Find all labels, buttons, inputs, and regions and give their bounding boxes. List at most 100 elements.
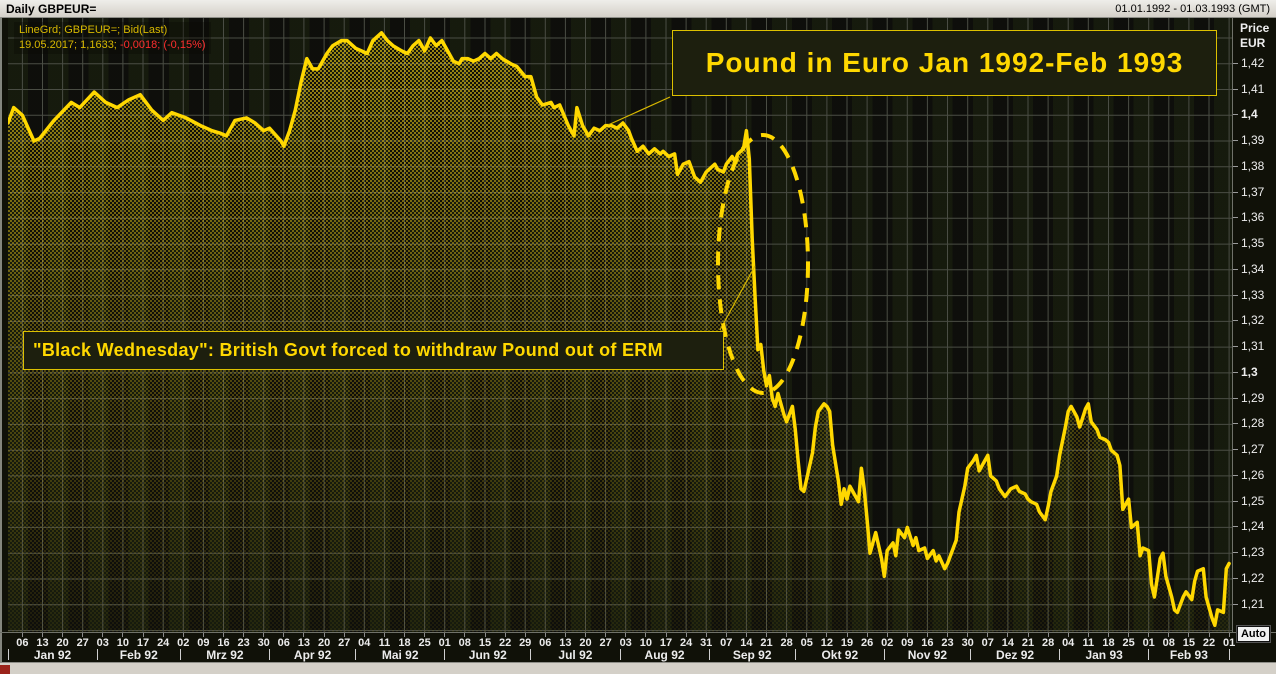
date-tick-label: 04 (358, 637, 371, 649)
auto-scale-button[interactable]: Auto (1236, 625, 1271, 643)
week-tick (866, 633, 868, 637)
week-tick (1128, 633, 1130, 637)
date-tick-label: 26 (860, 637, 874, 649)
month-separator (7, 649, 9, 660)
date-tick-label: 19 (840, 637, 854, 649)
week-tick (464, 633, 466, 637)
week-tick (223, 633, 224, 637)
week-tick (544, 633, 546, 637)
date-tick-label: 20 (579, 637, 592, 649)
window-titlebar: Daily GBPEUR= 01.01.1992 - 01.03.1993 (G… (0, 0, 1276, 18)
date-tick-label: 13 (36, 637, 49, 649)
date-tick-label: 23 (941, 637, 954, 649)
date-tick-label: 21 (1021, 637, 1035, 649)
date-tick-label: 10 (639, 637, 653, 649)
week-tick (122, 633, 124, 637)
week-tick (303, 633, 305, 637)
month-separator (619, 649, 621, 660)
week-tick (82, 633, 84, 637)
week-tick (886, 633, 888, 637)
month-label: Aug 92 (644, 648, 685, 662)
week-tick (62, 633, 64, 637)
date-tick-label: 16 (217, 637, 230, 649)
date-tick-label: 27 (338, 637, 351, 649)
date-tick-label: 18 (1102, 637, 1115, 649)
month-label: Feb 92 (119, 648, 158, 662)
window-left-frame (0, 18, 2, 662)
date-tick-label: 14 (740, 637, 753, 649)
week-tick (343, 633, 345, 637)
date-tick-label: 29 (519, 637, 532, 649)
week-tick (1108, 633, 1109, 637)
date-tick-label: 28 (780, 637, 793, 649)
date-tick-label: 11 (1082, 637, 1095, 649)
date-tick-label: 05 (800, 637, 813, 649)
date-tick-label: 27 (76, 637, 89, 649)
week-tick (102, 633, 104, 637)
date-tick-label: 07 (981, 637, 994, 649)
week-tick (263, 633, 265, 637)
week-tick (766, 633, 767, 637)
date-tick-label: 22 (498, 637, 512, 649)
week-tick (967, 633, 969, 637)
month-label: Mrz 92 (206, 648, 244, 662)
month-separator (444, 649, 446, 660)
week-tick (564, 633, 566, 637)
instrument-title: Daily GBPEUR= (6, 1, 97, 16)
legend-series-line: LineGrd; GBPEUR=; Bid(Last) (19, 24, 168, 36)
date-tick-label: 18 (398, 637, 411, 649)
week-tick (424, 633, 426, 637)
date-tick-label: 13 (559, 637, 572, 649)
date-tick-label: 25 (1122, 637, 1135, 649)
highlight-ellipse-annotation[interactable] (716, 133, 810, 395)
month-separator (1148, 649, 1150, 660)
month-separator (269, 649, 270, 660)
chart-legend: LineGrd; GBPEUR=; Bid(Last) 19.05.2017; … (14, 22, 211, 54)
month-separator (1228, 649, 1230, 660)
date-tick-label: 24 (157, 637, 170, 649)
date-tick-label: 14 (1001, 637, 1015, 649)
legend-change-negative: -0,0018; (-0,15%) (119, 39, 206, 51)
date-tick-label: 21 (760, 637, 773, 649)
title-callout-line[interactable] (607, 96, 671, 126)
event-annotation[interactable]: "Black Wednesday": British Govt forced t… (23, 331, 724, 370)
date-tick-label: 08 (1162, 637, 1175, 649)
time-axis[interactable]: 06 13 20 27 03 10 17 24 02 09 16 23 30 06 13 20 27 04 11 18… (0, 632, 1276, 662)
date-range-label: 01.01.1992 - 01.03.1993 (GMT) (1115, 2, 1270, 15)
week-tick (806, 633, 808, 637)
date-tick-label: 24 (679, 637, 693, 649)
event-callout-line[interactable] (719, 265, 756, 331)
month-separator (355, 649, 357, 660)
date-tick-label: 28 (1041, 637, 1055, 649)
week-tick (846, 633, 848, 637)
week-tick (645, 633, 647, 637)
date-tick-label: 20 (56, 637, 69, 649)
price-line[interactable] (8, 31, 1231, 628)
date-tick-label: 13 (297, 637, 311, 649)
month-label: Jun 92 (468, 648, 507, 662)
week-tick (786, 633, 788, 637)
month-label: Mai 92 (381, 648, 419, 662)
week-tick (1047, 633, 1049, 637)
date-tick-label: 30 (257, 637, 270, 649)
date-tick-label: 15 (478, 637, 492, 649)
date-tick-label: 01 (1222, 637, 1236, 649)
month-label: Dez 92 (996, 648, 1035, 662)
week-tick (947, 633, 948, 637)
week-tick (826, 633, 828, 637)
week-tick (1208, 633, 1210, 637)
date-tick-label: 07 (720, 637, 733, 649)
chart-plot-area[interactable]: LineGrd; GBPEUR=; Bid(Last) 19.05.2017; … (8, 18, 1232, 632)
week-tick (162, 633, 164, 637)
week-tick (745, 633, 747, 637)
price-chart-svg[interactable] (8, 18, 1232, 632)
date-tick-label: 04 (1062, 637, 1075, 649)
date-tick-label: 17 (136, 637, 150, 649)
month-label: Jan 92 (33, 648, 72, 662)
price-axis[interactable]: Price EUR 1,42 1,41 1,4 1,39 1,38 1,37 1,36 1,3… (1232, 18, 1276, 632)
week-tick (685, 633, 687, 637)
month-label: Jan 93 (1085, 648, 1123, 662)
title-annotation[interactable]: Pound in Euro Jan 1992-Feb 1993 (672, 30, 1217, 96)
date-tick-label: 06 (539, 637, 552, 649)
